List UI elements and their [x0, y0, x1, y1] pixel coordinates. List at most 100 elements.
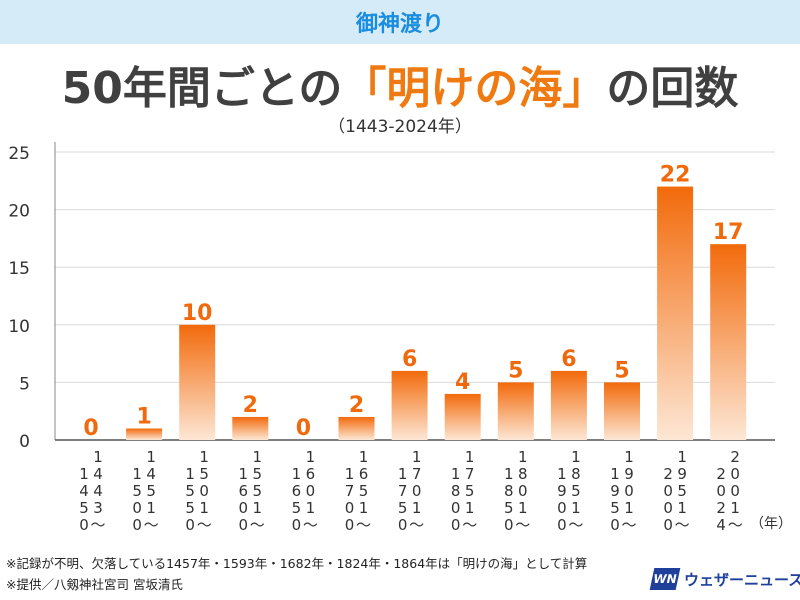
x-tick-char: 5: [253, 465, 263, 483]
title-highlight: 「明けの海」: [342, 63, 607, 114]
x-tick-char: 1: [465, 448, 475, 466]
x-tick-char: 1: [571, 448, 581, 466]
x-tick-char: 0: [730, 482, 740, 500]
bar: [657, 186, 694, 440]
y-tick-label: 10: [8, 317, 30, 337]
x-tick-char: 0: [663, 499, 673, 517]
x-tick-char: 5: [677, 482, 687, 500]
x-tick-char: 〜: [90, 516, 105, 534]
x-tick-char: 4: [93, 482, 103, 500]
x-tick-char: 〜: [568, 516, 583, 534]
x-tick-char: 0: [451, 516, 461, 534]
x-tick-char: 1: [306, 448, 316, 466]
x-tick-char: 2: [716, 499, 726, 517]
x-tick-char: 5: [199, 465, 209, 483]
x-tick-char: 〜: [728, 516, 743, 534]
x-tick-char: 0: [663, 516, 673, 534]
x-tick-char: 2: [716, 465, 726, 483]
title-suffix: の回数: [606, 63, 739, 114]
x-tick-char: 1: [359, 448, 369, 466]
data-label: 6: [561, 347, 576, 372]
x-tick-char: 1: [199, 448, 209, 466]
x-tick-char: 6: [306, 465, 316, 483]
x-tick-char: 7: [465, 465, 475, 483]
y-tick-label: 20: [8, 202, 30, 222]
x-tick-char: 0: [199, 482, 209, 500]
x-tick-char: 9: [610, 482, 620, 500]
x-tick-char: 1: [146, 448, 156, 466]
x-tick-char: 0: [306, 482, 316, 500]
x-tick-char: 0: [79, 516, 89, 534]
x-tick-char: 0: [624, 482, 634, 500]
gridlines: [55, 151, 775, 383]
x-tick-char: 5: [132, 482, 142, 500]
data-label: 17: [713, 220, 744, 245]
x-tick-char: 4: [716, 516, 726, 534]
logo-mark: WN: [649, 568, 681, 590]
x-tick-char: 1: [677, 499, 687, 517]
x-tick-char: 0: [239, 499, 249, 517]
x-tick-char: 3: [93, 499, 103, 517]
data-label: 0: [83, 416, 98, 441]
x-tick-char: 1: [292, 465, 302, 483]
x-tick-char: 1: [253, 448, 263, 466]
x-axis: 1443〜14501451〜15001501〜15501551〜16001601…: [79, 448, 742, 534]
x-tick-char: 0: [132, 516, 142, 534]
x-tick-char: 0: [663, 482, 673, 500]
data-label: 2: [349, 393, 364, 418]
x-axis-unit: （年）: [750, 516, 792, 532]
x-tick-char: 1: [306, 499, 316, 517]
bar: [338, 416, 375, 440]
x-tick-char: 7: [412, 465, 422, 483]
x-tick-char: 0: [557, 499, 567, 517]
logo-text: ウェザーニュース: [684, 571, 800, 589]
x-tick-char: 1: [518, 499, 528, 517]
chart-subtitle: （1443-2024年）: [328, 117, 472, 137]
x-tick-char: 2: [730, 448, 740, 466]
x-tick-char: 0: [610, 516, 620, 534]
x-tick-char: 5: [504, 499, 514, 517]
x-tick-char: 1: [451, 465, 461, 483]
x-tick-char: 5: [79, 499, 89, 517]
bar: [232, 416, 269, 440]
bar: [550, 370, 587, 440]
x-tick-char: 8: [518, 465, 528, 483]
bar: [497, 382, 534, 440]
x-tick-char: 〜: [250, 516, 265, 534]
x-tick-char: 7: [398, 482, 408, 500]
x-tick-char: 〜: [144, 516, 159, 534]
y-tick-label: 15: [8, 259, 30, 279]
x-tick-char: 0: [451, 499, 461, 517]
x-tick-char: 1: [132, 465, 142, 483]
x-tick-char: 0: [345, 499, 355, 517]
x-tick-char: 1: [253, 499, 263, 517]
x-tick-char: 1: [345, 465, 355, 483]
x-tick-char: 1: [239, 465, 249, 483]
bar: [179, 324, 216, 440]
x-tick-char: 9: [677, 465, 687, 483]
x-tick-char: 1: [412, 448, 422, 466]
header-banner: 御神渡り: [0, 0, 800, 44]
x-tick-char: 0: [398, 516, 408, 534]
x-tick-char: 〜: [462, 516, 477, 534]
bar: [444, 393, 481, 440]
x-tick-char: 0: [412, 482, 422, 500]
data-label: 5: [614, 358, 629, 383]
title-prefix: 50年間ごとの: [61, 63, 343, 114]
x-tick-char: 5: [610, 499, 620, 517]
bar: [710, 244, 747, 440]
x-tick-char: 4: [93, 465, 103, 483]
x-tick-char: 6: [359, 465, 369, 483]
x-tick-char: 5: [146, 482, 156, 500]
y-tick-label: 0: [19, 432, 30, 452]
x-tick-char: 2: [663, 465, 673, 483]
x-tick-char: 0: [518, 482, 528, 500]
x-tick-char: 1: [518, 448, 528, 466]
x-tick-char: 5: [253, 482, 263, 500]
bar: [126, 428, 163, 440]
x-tick-char: 5: [398, 499, 408, 517]
x-tick-char: 1: [730, 499, 740, 517]
x-tick-char: 6: [239, 482, 249, 500]
x-tick-char: 1: [79, 465, 89, 483]
